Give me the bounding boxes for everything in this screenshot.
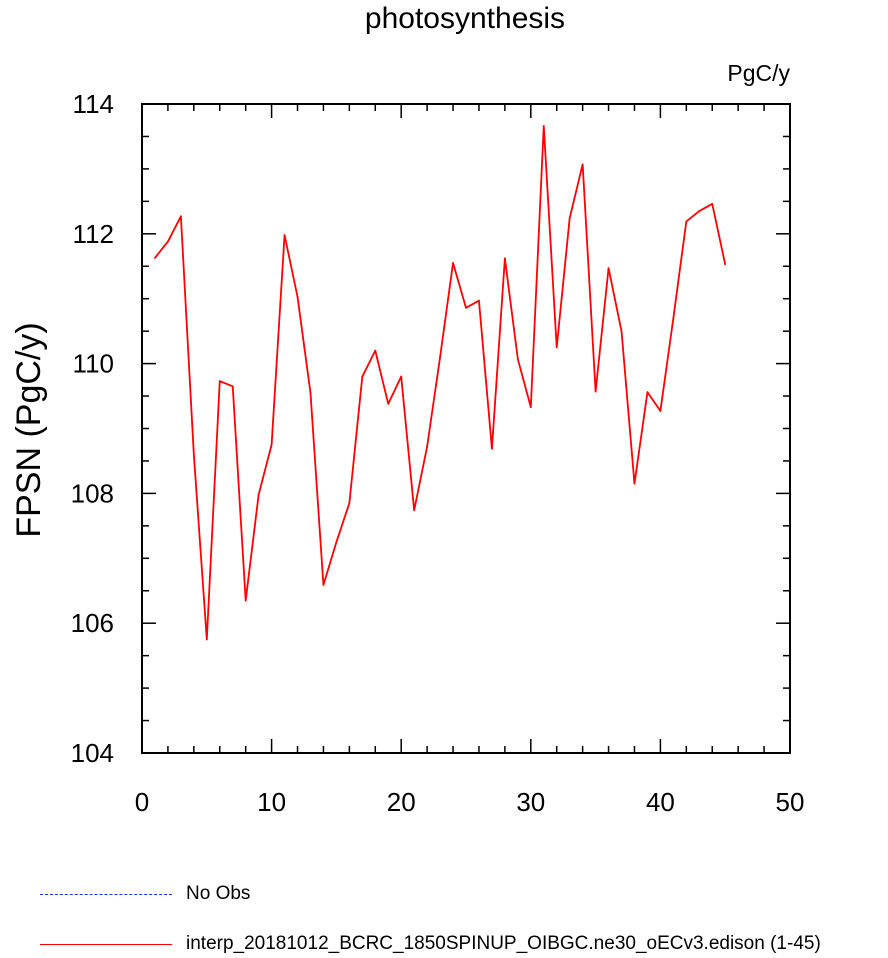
data-point	[361, 375, 364, 378]
chart-title: photosynthesis	[365, 2, 565, 35]
data-point	[283, 234, 286, 236]
data-point	[309, 391, 312, 394]
legend-label: No Obs	[186, 883, 251, 904]
x-tick-label: 40	[646, 787, 675, 817]
data-point	[192, 453, 195, 456]
data-point	[503, 257, 506, 260]
data-point	[465, 306, 467, 309]
units-label: PgC/y	[727, 60, 790, 86]
data-point	[672, 317, 675, 320]
data-point	[296, 295, 299, 298]
y-tick-label: 104	[71, 738, 114, 768]
data-point	[167, 240, 169, 243]
data-point	[659, 410, 662, 412]
data-point	[154, 256, 156, 259]
data-point	[491, 447, 493, 450]
data-point	[257, 493, 260, 496]
data-point	[529, 406, 532, 408]
y-tick-label: 110	[73, 349, 114, 379]
data-point	[387, 402, 390, 405]
data-point	[633, 482, 636, 485]
y-tick-label: 106	[71, 608, 114, 638]
data-point	[179, 215, 182, 218]
x-tick-label: 50	[776, 787, 805, 817]
y-tick-label: 112	[73, 219, 114, 249]
data-point	[607, 267, 610, 270]
data-point	[205, 638, 208, 641]
data-point	[478, 299, 480, 302]
y-tick-label: 108	[71, 478, 114, 508]
x-tick-label: 30	[516, 787, 545, 817]
data-point	[413, 509, 416, 512]
data-point	[581, 163, 584, 166]
x-tick-label: 20	[387, 787, 416, 817]
legend-item-no-obs: No Obs	[40, 883, 880, 907]
data-point	[270, 443, 273, 446]
data-point	[516, 358, 519, 360]
data-point	[218, 380, 221, 383]
x-tick-label: 0	[135, 787, 149, 817]
x-tick-label: 10	[257, 787, 286, 817]
data-point	[231, 385, 234, 388]
data-point	[568, 217, 571, 220]
plot-frame	[141, 103, 791, 754]
data-point	[685, 220, 688, 223]
series-layer	[154, 125, 727, 641]
legend-swatch-dashed-blue	[40, 894, 172, 895]
data-point	[348, 502, 351, 505]
y-axis-label: FPSN (PgC/y)	[10, 322, 48, 537]
series-line	[154, 125, 727, 641]
data-point	[542, 125, 545, 127]
y-tick-label: 114	[73, 89, 114, 119]
data-point	[620, 330, 623, 333]
data-point	[724, 263, 727, 266]
data-point	[322, 584, 325, 586]
data-point	[426, 445, 429, 448]
data-point	[452, 262, 454, 264]
data-point	[594, 390, 597, 393]
data-point	[439, 356, 441, 359]
data-point	[400, 375, 403, 378]
data-point	[698, 210, 701, 212]
axis-tick-labels: 0 10 20 30 40 50 104 106 108 110 112 114	[71, 89, 805, 817]
data-point	[374, 349, 377, 352]
legend-item-series: interp_20181012_BCRC_1850SPINUP_OIBGC.ne…	[40, 933, 880, 957]
data-point	[646, 391, 649, 394]
data-point	[555, 346, 558, 349]
legend-label: interp_20181012_BCRC_1850SPINUP_OIBGC.ne…	[186, 933, 821, 954]
axis-ticks	[141, 103, 791, 754]
legend-swatch-solid-red	[40, 944, 172, 945]
data-point	[244, 599, 247, 602]
data-point	[711, 203, 714, 205]
data-point	[335, 541, 338, 543]
